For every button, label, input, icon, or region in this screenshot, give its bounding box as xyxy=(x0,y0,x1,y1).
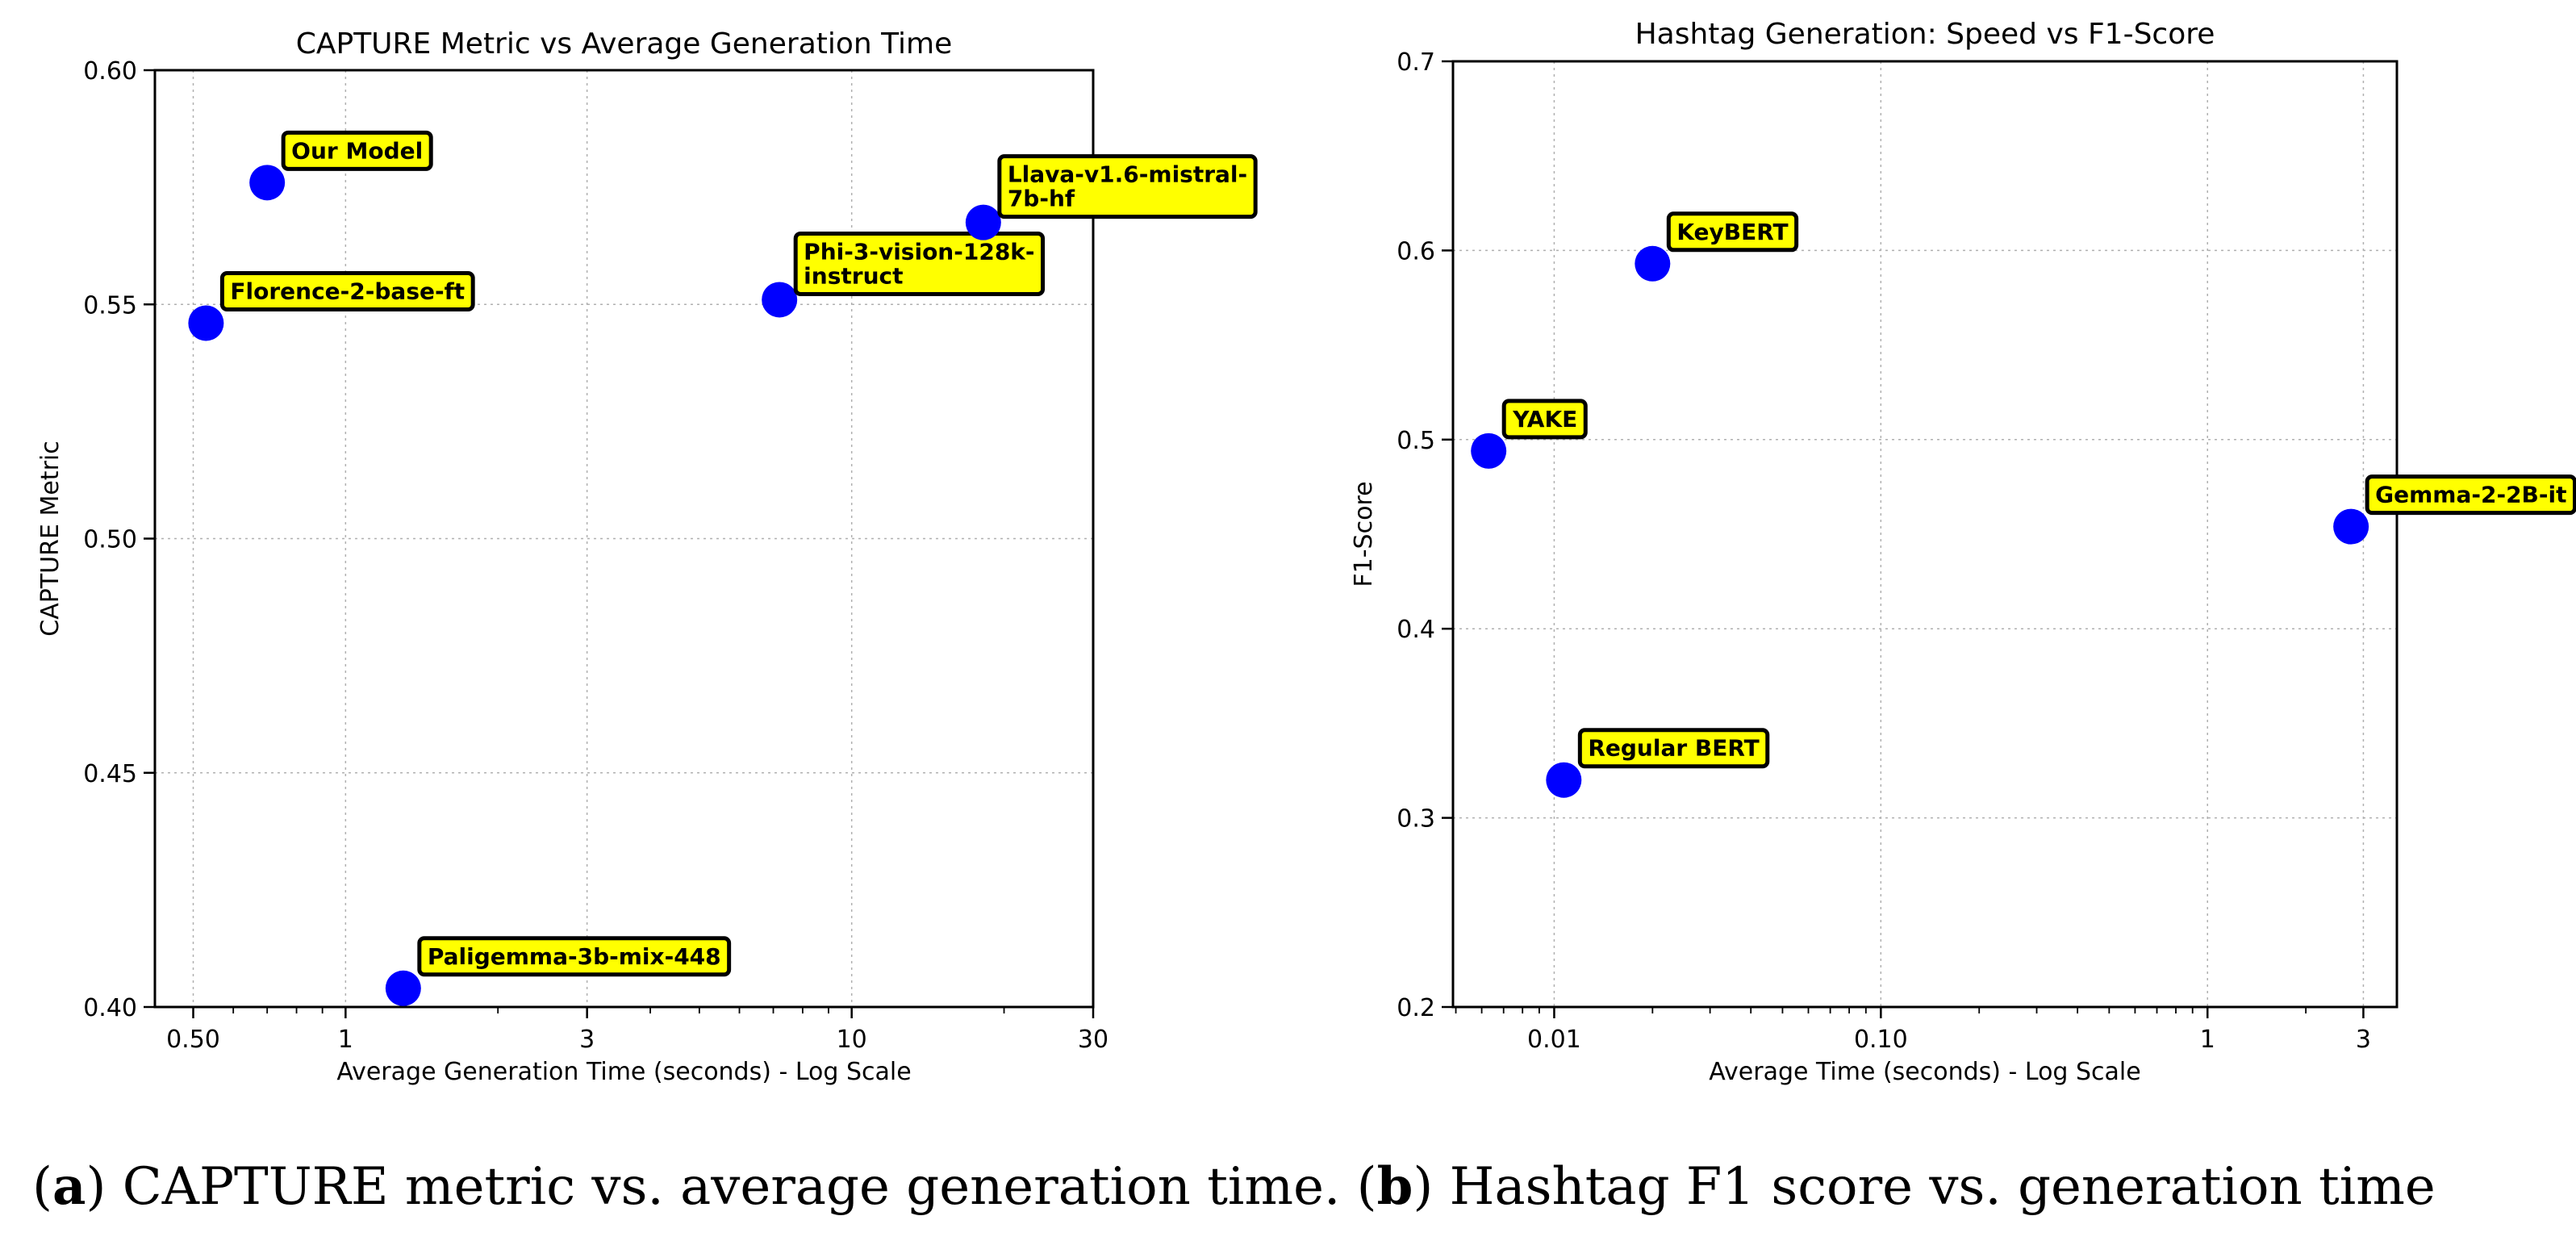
x-tick-label: 0.01 xyxy=(1527,1026,1581,1054)
x-tick-label: 3 xyxy=(579,1026,595,1054)
data-point xyxy=(1471,432,1507,469)
point-annotation: Florence-2-base-ft xyxy=(219,270,475,311)
chart-title: CAPTURE Metric vs Average Generation Tim… xyxy=(296,27,953,61)
annotation-label: Phi-3-vision-128k-instruct xyxy=(804,238,1034,289)
x-tick-label: 3 xyxy=(2356,1026,2371,1054)
y-tick-label: 0.7 xyxy=(1397,48,1435,77)
annotation-line: KeyBERT xyxy=(1676,219,1788,245)
annotation-line: Florence-2-base-ft xyxy=(230,278,465,304)
annotation-box xyxy=(793,231,1046,296)
annotation-label: Regular BERT xyxy=(1588,735,1759,762)
data-point xyxy=(762,282,798,318)
annotation-box xyxy=(1501,399,1588,440)
caption-b-text: ) Hashtag F1 score vs. generation time xyxy=(1413,1157,2435,1217)
point-annotation: YAKE xyxy=(1501,399,1588,440)
annotation-line: instruct xyxy=(804,262,903,289)
annotation-line: Gemma-2-2B-it xyxy=(2375,482,2566,508)
y-axis-label: CAPTURE Metric xyxy=(36,441,65,636)
annotation-box xyxy=(281,130,433,171)
y-tick-label: 0.40 xyxy=(83,994,137,1022)
annotation-label: Paligemma-3b-mix-448 xyxy=(428,943,721,970)
plot-frame xyxy=(153,69,1095,1009)
annotation-box xyxy=(1577,728,1770,769)
figure-caption: (a) CAPTURE metric vs. average generatio… xyxy=(32,1156,2436,1217)
plot-frame xyxy=(1451,60,2399,1009)
annotation-label: Our Model xyxy=(291,137,423,164)
x-tick-label: 0.50 xyxy=(166,1026,220,1054)
annotation-label: Llava-v1.6-mistral-7b-hf xyxy=(1008,161,1247,212)
data-point xyxy=(965,204,1001,240)
annotation-label: Gemma-2-2B-it xyxy=(2375,482,2566,508)
data-point xyxy=(385,970,421,1006)
data-point xyxy=(2333,508,2369,545)
annotation-line: Llava-v1.6-mistral- xyxy=(1008,161,1247,188)
point-annotation: Our Model xyxy=(281,130,433,171)
annotation-box xyxy=(2365,474,2576,516)
point-annotation: Llava-v1.6-mistral-7b-hf xyxy=(997,154,1258,219)
annotation-label: YAKE xyxy=(1512,406,1577,432)
point-annotation: Paligemma-3b-mix-448 xyxy=(417,936,732,977)
annotation-line: Regular BERT xyxy=(1588,735,1759,762)
y-tick-label: 0.4 xyxy=(1397,616,1435,644)
y-tick-label: 0.6 xyxy=(1397,237,1435,265)
x-axis-label: Average Generation Time (seconds) - Log … xyxy=(336,1058,911,1086)
annotation-line: 7b-hf xyxy=(1008,186,1075,212)
x-tick-label: 1 xyxy=(338,1026,353,1054)
y-tick-label: 0.60 xyxy=(83,57,137,86)
x-tick-label: 0.10 xyxy=(1854,1026,1908,1054)
data-point xyxy=(249,165,286,201)
caption-a-text: ) CAPTURE metric vs. average generation … xyxy=(86,1157,1376,1217)
annotation-label: KeyBERT xyxy=(1676,219,1788,245)
point-annotation: KeyBERT xyxy=(1666,211,1799,253)
annotation-line: Phi-3-vision-128k- xyxy=(804,238,1034,265)
annotation-box xyxy=(417,936,732,977)
data-point xyxy=(188,305,224,341)
chart-title: Hashtag Generation: Speed vs F1-Score xyxy=(1635,18,2215,51)
x-axis-label: Average Time (seconds) - Log Scale xyxy=(1709,1058,2140,1086)
data-point xyxy=(1635,245,1671,282)
y-tick-label: 0.5 xyxy=(1397,427,1435,455)
annotation-line: Paligemma-3b-mix-448 xyxy=(428,943,721,970)
data-point xyxy=(1546,762,1582,798)
y-tick-label: 0.2 xyxy=(1397,994,1435,1022)
x-tick-label: 1 xyxy=(2200,1026,2215,1054)
annotation-label: Florence-2-base-ft xyxy=(230,278,465,304)
annotation-line: YAKE xyxy=(1512,406,1577,432)
x-tick-label: 10 xyxy=(837,1026,867,1054)
caption-a-label: a xyxy=(52,1156,86,1217)
annotation-line: Our Model xyxy=(291,137,423,164)
x-tick-label: 30 xyxy=(1078,1026,1108,1054)
y-tick-label: 0.45 xyxy=(83,760,137,788)
point-annotation: Gemma-2-2B-it xyxy=(2365,474,2576,516)
y-tick-label: 0.50 xyxy=(83,526,137,554)
annotation-box xyxy=(1666,211,1799,253)
y-tick-label: 0.3 xyxy=(1397,805,1435,834)
point-annotation: Regular BERT xyxy=(1577,728,1770,769)
chart-capture-vs-time: 0.50 1 3 10 30 0.40 0.45 0.50 0.55 0.60 CAPTURE Me… xyxy=(36,27,1258,1086)
chart-hashtag-speed-vs-f1: 0.01 0.10 1 3 0.2 0.3 0.4 0.5 0.6 0.7 Hashtag Gene… xyxy=(1350,18,2576,1086)
y-tick-label: 0.55 xyxy=(83,291,137,320)
point-annotation: Phi-3-vision-128k-instruct xyxy=(793,231,1046,296)
annotation-box xyxy=(219,270,475,311)
caption-b-label: b xyxy=(1377,1156,1413,1217)
y-axis-label: F1-Score xyxy=(1350,481,1378,587)
annotation-box xyxy=(997,154,1258,219)
